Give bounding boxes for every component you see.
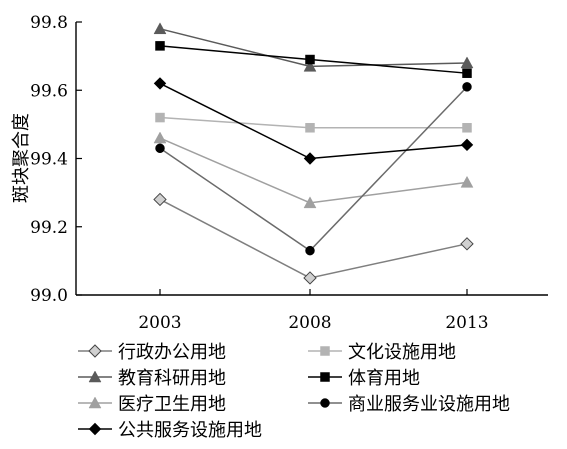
legend-label: 教育科研用地	[118, 368, 226, 389]
data-point	[155, 143, 165, 154]
series-4	[155, 41, 472, 78]
series-3	[153, 22, 474, 72]
data-point	[305, 245, 315, 256]
data-point	[155, 112, 165, 123]
series-group	[153, 22, 474, 285]
y-axis-title: 斑块聚合度	[11, 113, 32, 203]
legend-marker	[88, 422, 102, 436]
data-point	[305, 123, 315, 133]
legend-item: 公共服务设施用地	[78, 420, 262, 441]
legend-label: 商业服务业设施用地	[348, 394, 510, 415]
series-line	[159, 86, 468, 252]
legend-marker	[88, 344, 102, 358]
series-1	[153, 192, 474, 285]
series-7	[153, 77, 474, 165]
data-point	[462, 82, 472, 92]
series-line	[159, 137, 468, 204]
legend-label: 公共服务设施用地	[118, 420, 262, 441]
data-point	[460, 237, 474, 251]
data-point	[303, 196, 317, 209]
y-tick-label: 99.0	[30, 286, 68, 306]
data-point	[155, 41, 165, 51]
y-tick-label: 99.8	[30, 13, 68, 33]
legend-item: 商业服务业设施用地	[308, 394, 510, 415]
y-tick-label: 99.2	[30, 218, 68, 238]
data-point	[303, 271, 317, 285]
legend-marker	[88, 370, 102, 383]
legend-marker	[320, 372, 330, 382]
x-tick-label: 2013	[445, 313, 488, 333]
series-5	[153, 131, 474, 209]
x-tick-label: 2003	[138, 313, 181, 333]
y-ticks: 99.0 99.2 99.4 99.6 99.8	[30, 13, 82, 306]
legend-label: 医疗卫生用地	[118, 394, 226, 415]
series-6	[155, 82, 472, 256]
legend-item: 医疗卫生用地	[78, 394, 226, 415]
data-point	[303, 59, 317, 72]
legend-marker	[320, 398, 330, 408]
data-point	[153, 22, 167, 35]
y-tick-label: 99.6	[30, 81, 68, 101]
series-line	[159, 198, 468, 279]
legend-item: 文化设施用地	[308, 342, 456, 363]
legend-item: 行政办公用地	[78, 342, 226, 363]
data-point	[303, 152, 317, 165]
data-point	[153, 131, 167, 144]
data-point	[305, 54, 315, 65]
series-2	[155, 112, 472, 133]
legend-marker	[88, 396, 102, 409]
data-point	[462, 123, 472, 133]
y-tick-label: 99.4	[30, 150, 68, 170]
data-point	[460, 56, 474, 69]
legend-item: 教育科研用地	[78, 368, 226, 389]
legend-label: 行政办公用地	[118, 342, 226, 363]
x-ticks: 2003 2008 2013	[138, 289, 489, 333]
legend-item: 体育用地	[308, 368, 420, 389]
legend-label: 体育用地	[348, 368, 420, 389]
data-point	[153, 192, 167, 207]
legend-marker	[320, 346, 330, 356]
x-tick-label: 2008	[288, 313, 331, 333]
data-point	[460, 138, 474, 152]
legend-label: 文化设施用地	[348, 342, 456, 363]
data-point	[460, 175, 474, 188]
data-point	[462, 68, 472, 78]
data-point	[153, 77, 167, 90]
